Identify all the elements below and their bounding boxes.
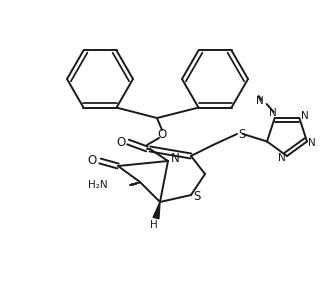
Text: N: N [308,138,316,149]
Text: N: N [278,153,286,163]
Text: H₂N: H₂N [88,180,108,190]
Text: N: N [301,111,309,121]
Text: N: N [256,96,263,106]
Text: O: O [157,128,167,140]
Text: N: N [171,152,179,166]
Polygon shape [153,202,160,219]
Text: N: N [269,108,277,118]
Text: O: O [87,154,97,168]
Text: O: O [116,135,126,149]
Text: S: S [193,190,201,204]
Text: H: H [150,220,158,230]
Text: S: S [238,128,246,142]
